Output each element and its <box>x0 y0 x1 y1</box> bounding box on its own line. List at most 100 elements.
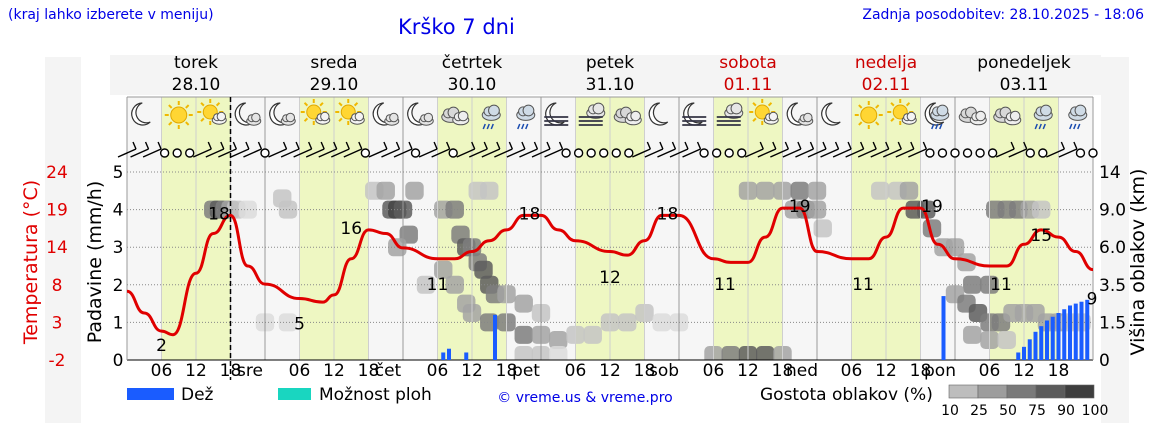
wind-barb-feather <box>1023 141 1028 150</box>
wind-barb-shaft <box>330 148 350 158</box>
wind-barb-shaft <box>305 148 325 158</box>
wind-barb-feather <box>784 141 790 150</box>
x-tick-label: 12 <box>461 361 483 381</box>
wind-barb-feather <box>671 141 677 150</box>
moon-shape <box>545 102 565 126</box>
cloud-cell <box>957 253 976 272</box>
wind-calm-mark <box>599 148 609 158</box>
cloud-puff <box>803 112 813 123</box>
cloud-puff <box>285 112 296 123</box>
rain-drop <box>1042 123 1046 130</box>
rain-drop <box>486 123 490 130</box>
wind-barb-feather <box>772 141 777 150</box>
wind-barb-feather <box>282 141 288 150</box>
moon-shape <box>131 102 151 126</box>
legend-storm-swatch <box>278 388 311 400</box>
wind-barb-shaft <box>130 148 149 158</box>
cloud-cell <box>790 181 809 200</box>
left-axis-panel <box>45 57 81 423</box>
x-tick-label: 18 <box>634 361 656 381</box>
wind-calm-mark <box>573 148 584 158</box>
region-hint-link[interactable]: (kraj lahko izberete v meniju) <box>8 7 214 23</box>
temperature-value-label: 11 <box>427 275 449 295</box>
wind-barb-feather <box>445 141 451 150</box>
temperature-value-label: 12 <box>599 268 621 288</box>
wind-barb-feather <box>307 141 313 150</box>
wind-barb <box>218 141 238 158</box>
wind-barb-feather <box>885 141 890 150</box>
wind-calm-mark <box>586 148 596 158</box>
wind-barb-shaft <box>456 148 476 158</box>
wind-barb <box>795 141 815 158</box>
sun-ray <box>319 102 324 107</box>
wind-barb <box>845 141 865 158</box>
wind-barb-feather <box>696 141 702 150</box>
temperature-tick-label: 14 <box>46 238 68 258</box>
wind-barb-feather <box>546 141 551 150</box>
wind-barb-shaft <box>744 148 764 158</box>
x-tick-label: 12 <box>599 361 621 381</box>
cloud-icon <box>958 106 987 126</box>
sun-ray <box>215 102 221 107</box>
cloud-cell <box>899 181 919 200</box>
wind-barb-shaft <box>632 148 651 158</box>
wind-barb <box>744 141 764 158</box>
wind-barb-shaft <box>368 148 388 158</box>
density-swatch <box>948 384 979 399</box>
wind-barb-shaft <box>318 148 338 158</box>
wind-barb-feather <box>207 141 212 150</box>
cloud-cell <box>813 219 832 238</box>
wind-calm-mark <box>975 148 985 158</box>
wind-calm-mark <box>962 148 973 158</box>
cloud-height-tick-label: 0 <box>1099 351 1110 371</box>
wind-barb <box>243 141 263 158</box>
precipitation-tick-label: 5 <box>113 163 124 183</box>
cloud-puff <box>730 102 743 115</box>
x-tick-label: 06 <box>427 361 449 381</box>
wind-barb-shaft <box>882 148 902 158</box>
wind-barb-shaft <box>218 148 237 158</box>
wind-barb-feather <box>822 141 827 150</box>
cloud-puff <box>457 110 469 122</box>
rain-bar <box>1016 352 1021 360</box>
rain-bar <box>1056 313 1061 360</box>
wind-barb-feather <box>232 141 238 150</box>
rain-bar <box>941 296 946 360</box>
x-tick-label: 06 <box>703 361 725 381</box>
day-date: 03.11 <box>1000 75 1049 95</box>
density-swatch <box>977 384 1008 399</box>
wind-barb-feather <box>132 141 137 150</box>
wind-barb-feather <box>257 141 263 150</box>
cloud-puff <box>1040 104 1052 117</box>
rain-drop <box>931 123 935 130</box>
fog-cloud-icon <box>716 102 744 126</box>
rain-bar <box>1027 339 1032 360</box>
wind-barb-feather <box>471 141 476 150</box>
wind-barb-shaft <box>393 148 413 158</box>
wind-calm-mark <box>561 148 571 158</box>
temperature-value-label: 15 <box>1030 226 1052 246</box>
wind-barb <box>820 141 840 158</box>
density-step-label: 25 <box>970 403 988 419</box>
wind-barb-shaft <box>820 148 839 158</box>
legend-rain-label: Dež <box>181 385 214 405</box>
rain-cloud-icon <box>516 104 536 130</box>
rain-cloud-icon <box>1068 104 1088 130</box>
cloud-height-tick-label: 14 <box>1099 163 1121 183</box>
wind-barb-shaft <box>481 148 501 158</box>
wind-barb-shaft <box>205 148 225 158</box>
moon-shape <box>648 102 669 126</box>
density-legend-title: Gostota oblakov (%) <box>760 385 933 405</box>
sun-cloud-icon <box>887 99 917 125</box>
wind-barb <box>544 141 564 158</box>
cloud-cell <box>480 181 499 200</box>
wind-barb-shaft <box>418 148 438 158</box>
wind-barb-shaft <box>381 148 400 158</box>
rain-drop <box>490 123 494 130</box>
cloud-cell <box>514 325 533 344</box>
wind-barb <box>418 141 438 158</box>
wind-barb <box>669 141 689 158</box>
sun-ray <box>200 102 205 107</box>
wind-barb-shaft <box>644 148 664 158</box>
x-tick-label: 18 <box>772 361 794 381</box>
